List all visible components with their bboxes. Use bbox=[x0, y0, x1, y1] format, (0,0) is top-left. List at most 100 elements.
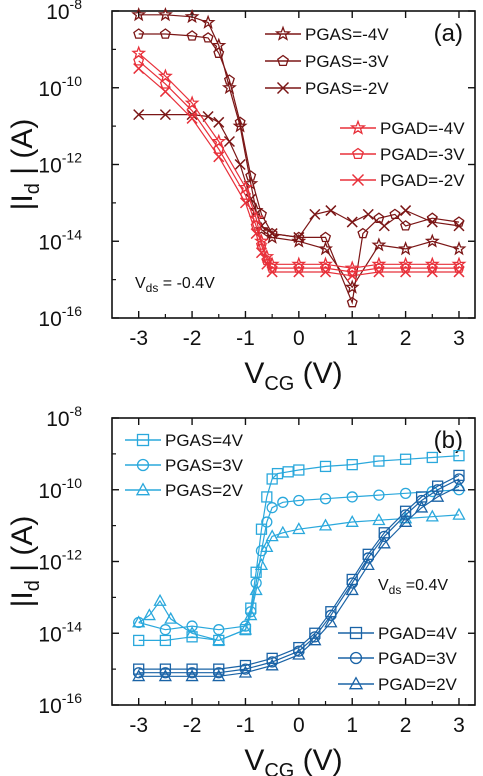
y-tick-label: 10-10 bbox=[38, 73, 82, 101]
legend-marker bbox=[276, 81, 290, 95]
data-point bbox=[293, 464, 305, 476]
data-point bbox=[371, 256, 387, 271]
data-point bbox=[426, 266, 438, 278]
x-tick-label: -2 bbox=[183, 714, 202, 737]
data-point bbox=[399, 453, 412, 465]
data-point bbox=[186, 112, 198, 124]
data-point bbox=[239, 189, 251, 200]
data-point bbox=[223, 135, 235, 148]
legend-entry: PGAD=2V bbox=[338, 675, 458, 694]
data-point bbox=[239, 197, 251, 209]
legend-marker bbox=[349, 626, 363, 640]
vds-sub: ds bbox=[146, 281, 159, 295]
y-tick-label: 10-12 bbox=[38, 150, 82, 178]
data-point bbox=[293, 494, 305, 507]
y-title-main: |I bbox=[6, 591, 39, 607]
data-point bbox=[424, 256, 440, 271]
y-tick-exponent: -10 bbox=[62, 475, 82, 491]
data-point bbox=[159, 624, 172, 636]
y-tick-label: 10-16 bbox=[38, 303, 82, 331]
data-point bbox=[254, 557, 269, 570]
legend-marker bbox=[349, 119, 367, 135]
data-point bbox=[153, 593, 167, 606]
x-axis-title: VCG (V) bbox=[244, 744, 342, 776]
data-point bbox=[159, 28, 171, 39]
data-point bbox=[399, 514, 413, 527]
data-point bbox=[344, 260, 360, 275]
x-tick-label: 1 bbox=[346, 714, 358, 737]
vds-prefix: V bbox=[135, 275, 146, 292]
y-tick-label: 10-16 bbox=[38, 690, 82, 718]
data-point bbox=[377, 536, 391, 549]
data-point bbox=[260, 540, 274, 553]
legend-entry: PGAS=3V bbox=[125, 456, 244, 475]
data-point bbox=[239, 620, 252, 632]
series-line bbox=[138, 514, 460, 642]
legend-marker bbox=[351, 173, 365, 187]
data-point bbox=[186, 30, 198, 41]
y-tick-base: 10 bbox=[46, 1, 69, 24]
data-point bbox=[133, 667, 145, 679]
data-point bbox=[266, 656, 278, 668]
panel-label: (b) bbox=[434, 427, 463, 454]
series-pgas-2v bbox=[133, 109, 465, 243]
data-point bbox=[426, 216, 438, 228]
data-point bbox=[239, 659, 252, 672]
data-point bbox=[132, 615, 146, 628]
data-point bbox=[159, 78, 171, 89]
x-title-unit: (V) bbox=[294, 744, 342, 776]
legend-marker bbox=[136, 458, 150, 472]
data-point bbox=[265, 529, 279, 542]
data-point bbox=[266, 652, 278, 665]
data-point bbox=[185, 626, 199, 639]
y-tick-label: 10-14 bbox=[38, 618, 82, 646]
data-point bbox=[357, 227, 369, 239]
data-point bbox=[415, 500, 429, 513]
legend-label: PGAS=4V bbox=[165, 431, 244, 450]
y-tick-base: 10 bbox=[38, 623, 61, 646]
x-tick-label: 3 bbox=[453, 714, 465, 737]
data-point bbox=[282, 466, 294, 478]
y-tick-base: 10 bbox=[38, 552, 61, 575]
x-tick-label: -3 bbox=[129, 714, 148, 737]
y-tick-label: 10-12 bbox=[38, 547, 82, 575]
data-point bbox=[451, 241, 467, 256]
y-tick-base: 10 bbox=[46, 408, 69, 431]
data-point bbox=[453, 450, 465, 462]
data-point bbox=[372, 513, 386, 526]
y-tick-label: 10-8 bbox=[46, 403, 82, 431]
data-point bbox=[234, 158, 246, 171]
legend-entry: PGAS=2V bbox=[125, 481, 244, 500]
legend-entry: PGAD=3V bbox=[338, 649, 458, 668]
data-point bbox=[399, 487, 412, 499]
data-point bbox=[291, 256, 307, 271]
data-point bbox=[324, 615, 338, 628]
data-point bbox=[431, 484, 444, 496]
data-point bbox=[238, 622, 253, 635]
data-point bbox=[159, 663, 172, 675]
y-tick-exponent: -16 bbox=[62, 690, 82, 706]
data-point bbox=[317, 256, 334, 271]
data-point bbox=[399, 509, 412, 521]
data-point bbox=[261, 258, 273, 270]
data-point bbox=[319, 460, 332, 473]
data-point bbox=[373, 489, 385, 501]
y-tick-label: 10-10 bbox=[38, 475, 82, 503]
data-point bbox=[400, 220, 412, 231]
data-point bbox=[453, 266, 465, 278]
data-point bbox=[131, 6, 147, 22]
y-tick-base: 10 bbox=[38, 231, 61, 254]
data-point bbox=[186, 105, 198, 116]
data-point bbox=[276, 525, 290, 538]
x-tick-label: 2 bbox=[400, 714, 412, 737]
data-point bbox=[184, 8, 200, 24]
data-point bbox=[452, 479, 466, 492]
series-pgad-4v bbox=[133, 469, 465, 675]
data-point bbox=[361, 557, 375, 570]
x-tick-label: 2 bbox=[400, 327, 412, 350]
data-point bbox=[213, 667, 225, 679]
data-point bbox=[424, 233, 440, 248]
x-title-sub: CG bbox=[264, 373, 294, 395]
data-point bbox=[277, 496, 289, 508]
x-title-sub: CG bbox=[264, 760, 294, 776]
